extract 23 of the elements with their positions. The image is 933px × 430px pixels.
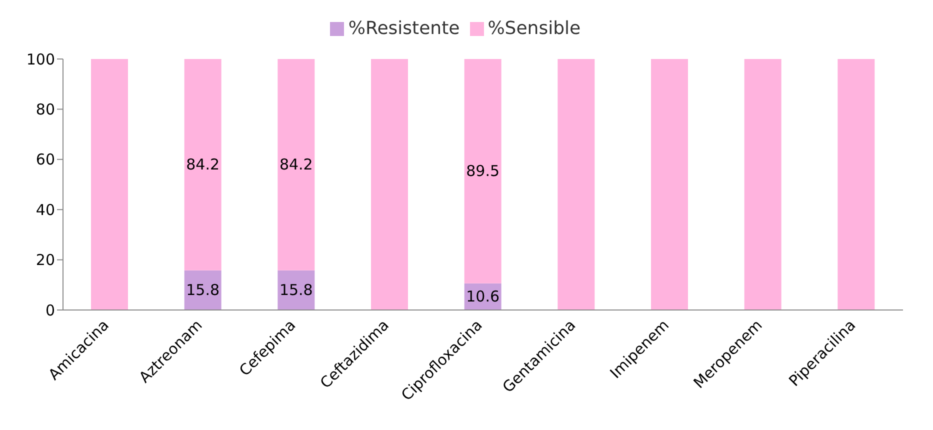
bar [651,59,688,310]
y-tick-label: 0 [45,301,55,320]
y-tick-label: 40 [36,200,55,219]
legend-label: %Sensible [488,18,581,39]
y-tick-label: 20 [36,251,55,270]
y-tick-label: 80 [36,100,55,119]
data-label: 89.5 [466,162,500,180]
data-label: 15.8 [186,281,220,300]
bar [91,59,128,310]
bar [278,59,315,270]
y-tick-label: 100 [26,50,55,68]
bar [558,59,595,310]
data-label: 84.2 [186,156,220,174]
bar [464,59,502,284]
data-label: 15.8 [279,281,313,300]
bar [744,59,782,310]
data-label: 10.6 [466,288,500,306]
bar [371,59,408,310]
legend-label: %Resistente [348,18,460,39]
bar [838,59,875,310]
data-label: 84.2 [279,156,313,174]
y-tick-label: 60 [36,150,55,169]
bar [184,59,222,270]
